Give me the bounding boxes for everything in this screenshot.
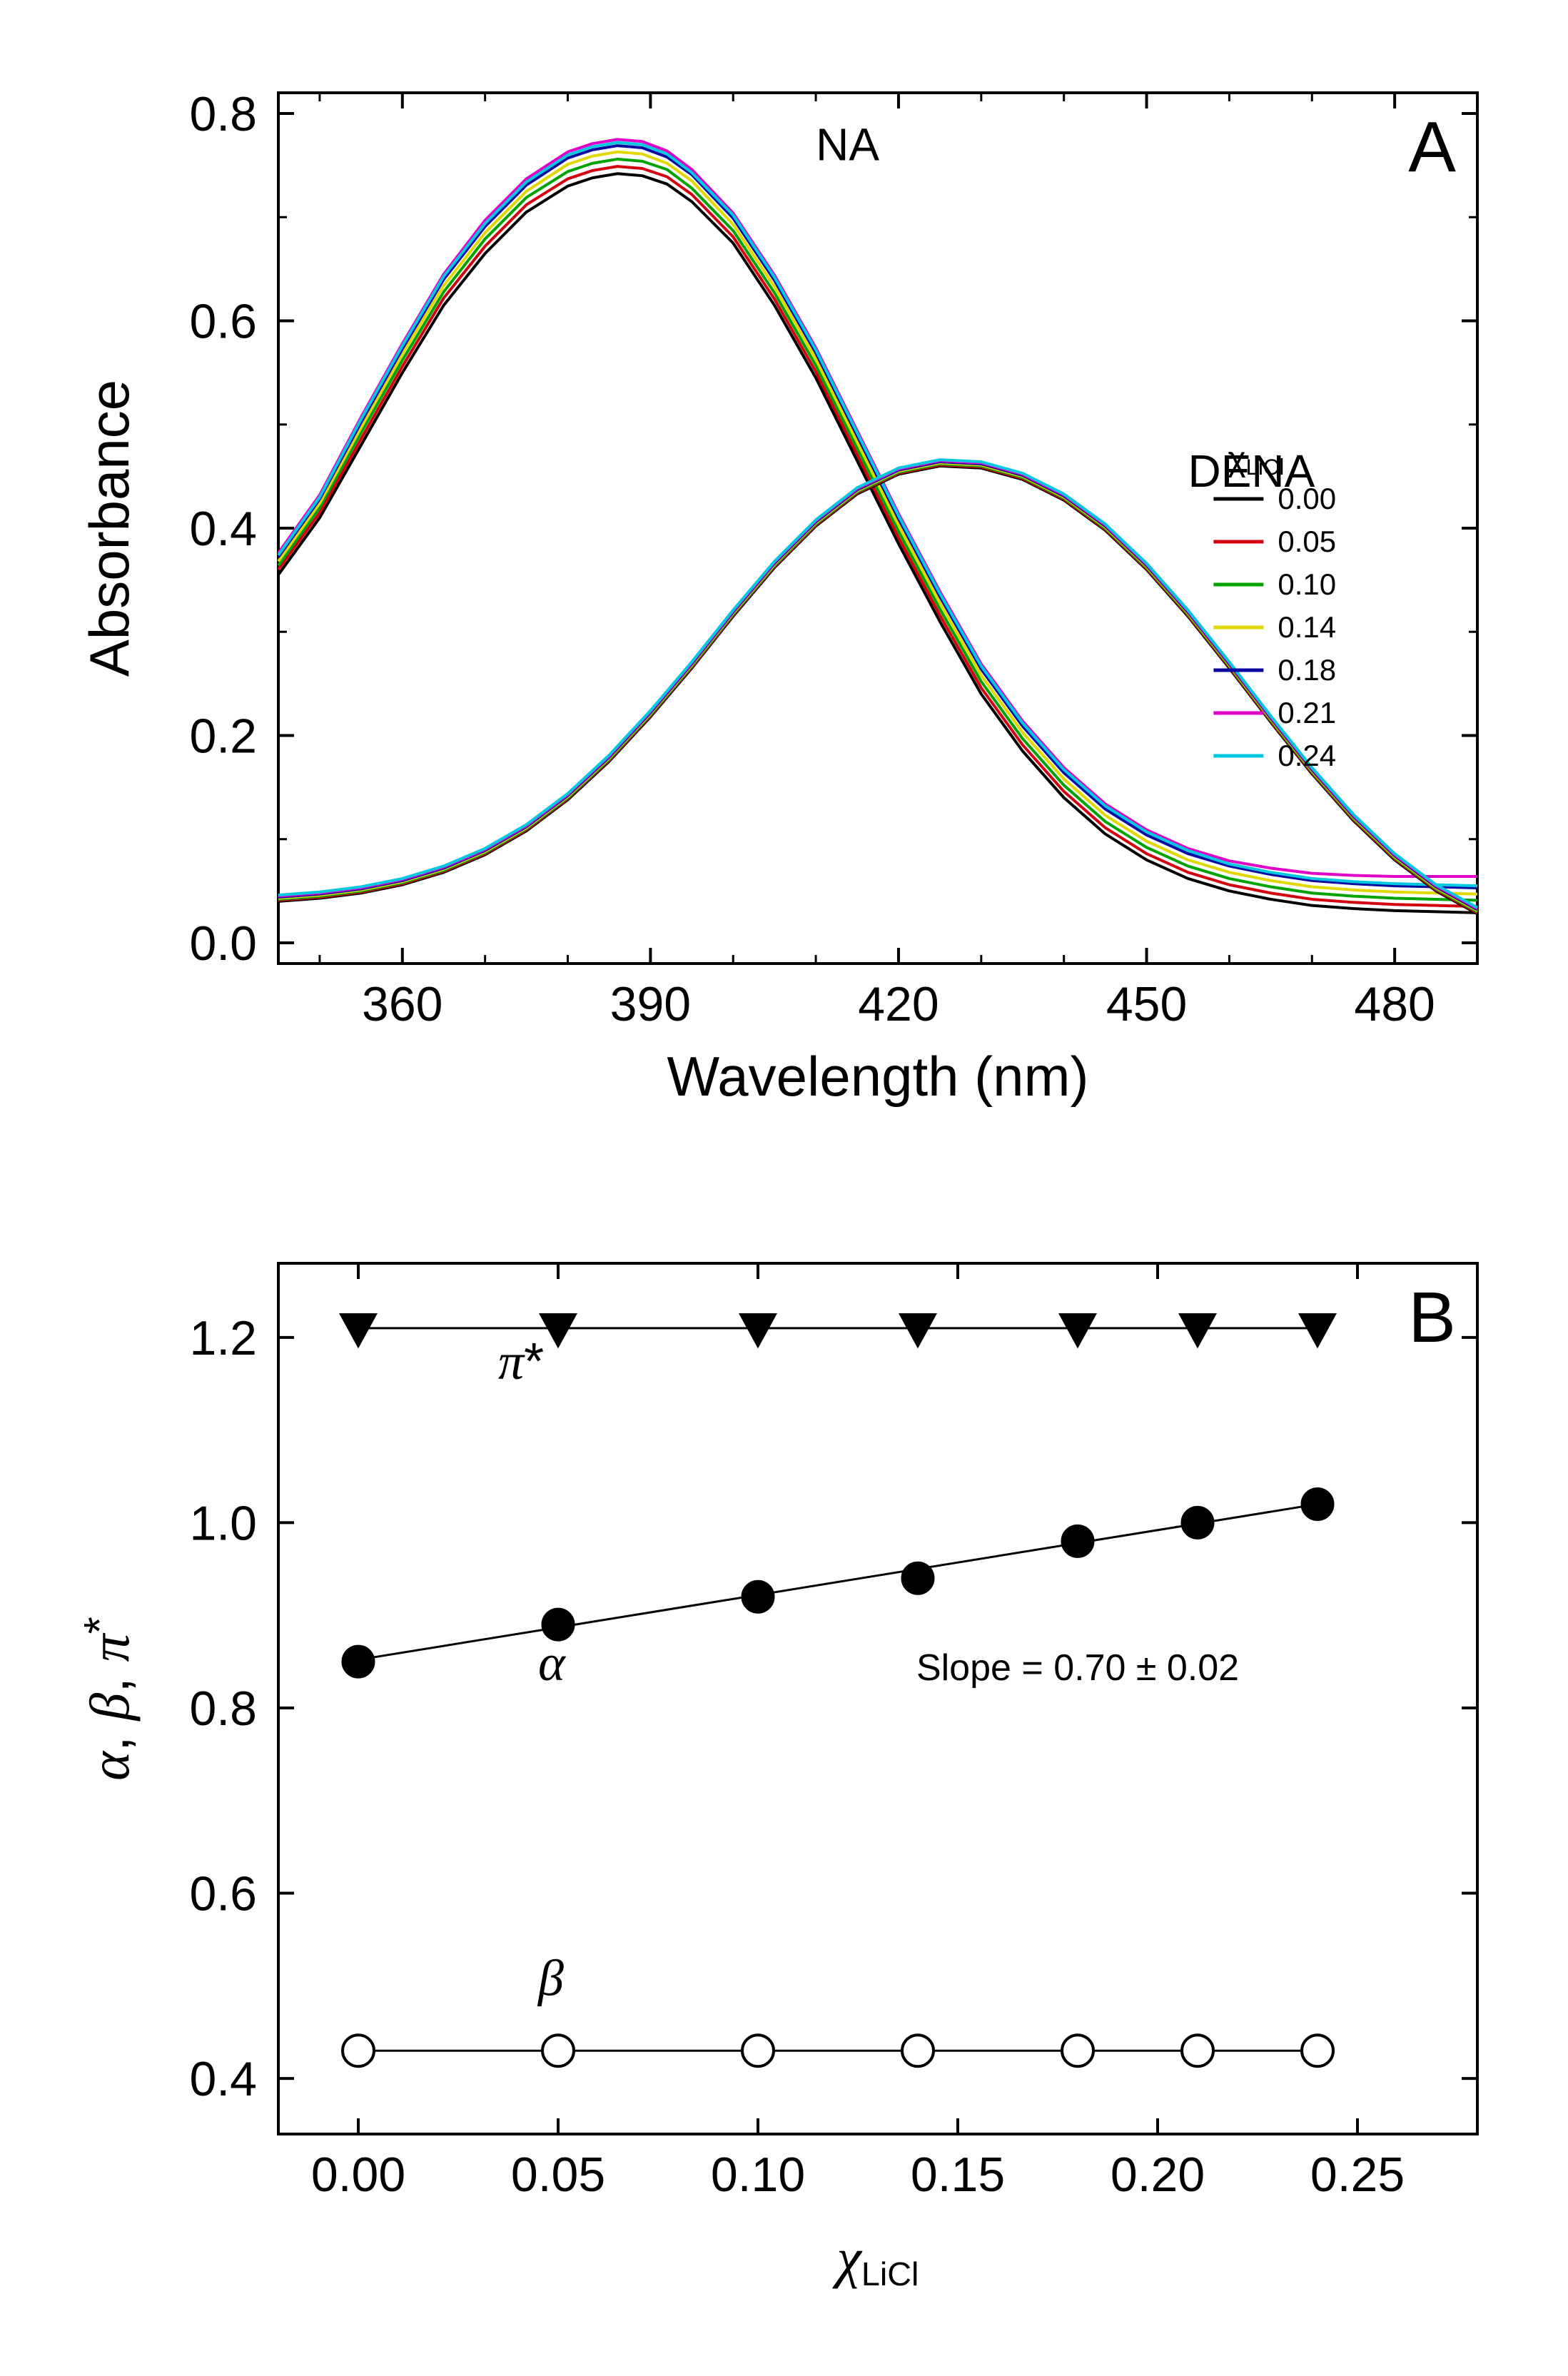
marker-circle-open	[1182, 2035, 1213, 2066]
panel-letter: A	[1408, 107, 1456, 187]
x-tick-label: 0.05	[511, 2148, 605, 2202]
x-tick-label: 0.00	[311, 2148, 405, 2202]
y-tick-label: 0.8	[189, 87, 257, 141]
y-tick-label: 0.6	[189, 295, 257, 349]
marker-circle-filled	[343, 1646, 374, 1677]
y-tick-label: 0.4	[189, 2052, 257, 2106]
marker-triangle-down	[1180, 1314, 1216, 1347]
x-axis-label: Wavelength (nm)	[667, 1045, 1089, 1108]
legend-item-label: 0.21	[1278, 696, 1336, 729]
marker-circle-open	[902, 2035, 934, 2066]
panel-letter: B	[1408, 1278, 1456, 1358]
marker-circle-filled	[1302, 1488, 1333, 1520]
panel-a-svg: 3603904204504800.00.20.40.60.8NADENAWave…	[57, 43, 1513, 1142]
legend-item-label: 0.05	[1278, 525, 1336, 558]
panel-b: 0.00 0.05 0.10 0.15 0.20 0.25 0.4 0.6 0.8 1.0 1.2 π…	[57, 1213, 1513, 2327]
marker-circle-filled	[902, 1562, 934, 1594]
panel-b-svg: 0.00 0.05 0.10 0.15 0.20 0.25 0.4 0.6 0.8 1.0 1.2 π…	[57, 1213, 1513, 2327]
marker-circle-filled	[1062, 1525, 1093, 1557]
marker-triangle-down	[1060, 1314, 1096, 1347]
x-tick-label: 0.15	[911, 2148, 1005, 2202]
figure-root: 3603904204504800.00.20.40.60.8NADENAWave…	[0, 0, 1568, 2376]
slope-annotation: Slope = 0.70 ± 0.02	[916, 1647, 1239, 1689]
marker-circle-filled	[742, 1581, 774, 1612]
series-annotation: NA	[816, 118, 879, 170]
y-tick-label: 1.0	[189, 1496, 257, 1550]
y-axis-label: α, β, π*	[76, 1617, 141, 1781]
marker-triangle-down	[540, 1314, 577, 1347]
marker-circle-open	[1062, 2035, 1093, 2066]
series-label: π*	[498, 1333, 544, 1390]
legend-item-label: 0.00	[1278, 482, 1336, 515]
y-axis-label: Absorbance	[78, 380, 141, 677]
x-tick-label: 360	[362, 977, 442, 1031]
marker-circle-open	[343, 2035, 374, 2066]
y-tick-label: 0.0	[189, 916, 257, 971]
x-tick-label: 480	[1354, 977, 1435, 1031]
x-tick-label: 0.10	[711, 2148, 805, 2202]
series-label: β	[537, 1949, 564, 2006]
y-tick-label: 0.6	[189, 1867, 257, 1921]
marker-triangle-down	[1300, 1314, 1336, 1347]
panel-a: 3603904204504800.00.20.40.60.8NADENAWave…	[57, 43, 1513, 1142]
legend-item-label: 0.14	[1278, 610, 1336, 644]
marker-circle-open	[542, 2035, 574, 2066]
x-tick-label: 0.20	[1111, 2148, 1205, 2202]
na-curve	[278, 152, 1477, 894]
y-tick-label: 1.2	[189, 1311, 257, 1365]
x-tick-label: 450	[1106, 977, 1187, 1031]
fit-line	[358, 1504, 1317, 1659]
marker-triangle-down	[900, 1314, 936, 1347]
series-label: α	[538, 1634, 566, 1692]
marker-triangle-down	[740, 1314, 777, 1347]
marker-circle-open	[1302, 2035, 1333, 2066]
y-tick-label: 0.8	[189, 1682, 257, 1736]
y-tick-label: 0.2	[189, 709, 257, 763]
marker-circle-filled	[1182, 1507, 1213, 1538]
x-tick-label: 0.25	[1310, 2148, 1405, 2202]
y-tick-label: 0.4	[189, 502, 257, 556]
legend-item-label: 0.24	[1278, 739, 1336, 772]
marker-circle-open	[742, 2035, 774, 2066]
x-axis-label: χLiCl	[832, 2227, 919, 2292]
legend-item-label: 0.18	[1278, 653, 1336, 687]
legend-item-label: 0.10	[1278, 567, 1336, 601]
x-tick-label: 420	[858, 977, 939, 1031]
x-tick-label: 390	[610, 977, 691, 1031]
marker-triangle-down	[340, 1314, 377, 1347]
